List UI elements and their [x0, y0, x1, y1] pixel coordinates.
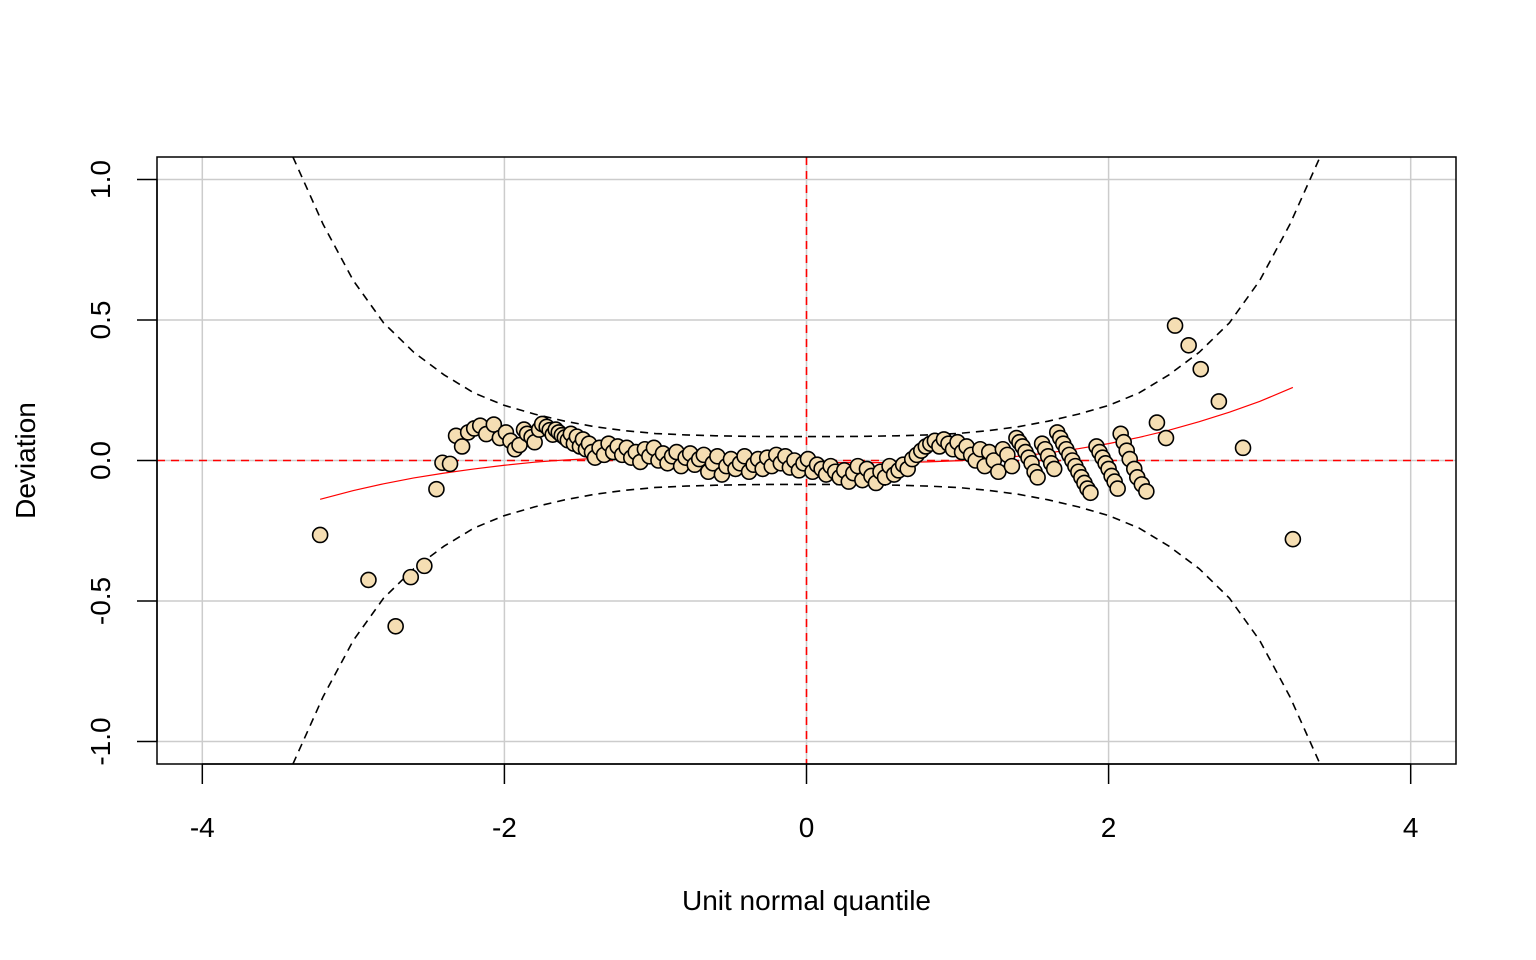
data-point	[360, 571, 377, 589]
data-point	[1157, 429, 1175, 447]
data-point	[1109, 480, 1126, 497]
y-tick-label: -1.0	[85, 717, 116, 765]
y-tick-label: 0.5	[85, 301, 116, 340]
data-point	[485, 416, 503, 433]
data-point	[1003, 457, 1021, 475]
x-tick-label: 2	[1101, 812, 1117, 843]
x-axis-title: Unit normal quantile	[682, 885, 931, 916]
data-point	[1180, 336, 1197, 354]
x-tick-label: 0	[799, 812, 815, 843]
data-point	[453, 438, 471, 455]
data-point	[1082, 484, 1099, 502]
data-point	[1284, 530, 1302, 548]
y-axis: -1.0 -0.5 0.0 0.5 1.0	[85, 160, 158, 766]
y-tick-label: -0.5	[85, 577, 116, 625]
data-point	[1234, 439, 1252, 457]
data-point	[311, 526, 329, 544]
data-point	[441, 455, 459, 473]
data-point	[1148, 414, 1166, 431]
y-axis-title: Deviation	[10, 402, 41, 519]
x-tick-label: -4	[190, 812, 215, 843]
data-point	[1045, 460, 1063, 478]
data-point	[990, 463, 1007, 481]
y-tick-label: 1.0	[85, 160, 116, 199]
data-point	[1210, 393, 1228, 410]
data-point	[1166, 317, 1184, 334]
y-tick-label: 0.0	[85, 441, 116, 480]
x-tick-label: -2	[492, 812, 517, 843]
data-point	[402, 568, 420, 586]
data-point	[1138, 483, 1155, 500]
data-point	[387, 618, 404, 635]
data-point	[428, 480, 445, 498]
data-point	[1029, 469, 1046, 486]
data-point	[416, 557, 433, 575]
x-axis: -4 -2 0 2 4	[190, 763, 1419, 843]
data-points	[311, 317, 1302, 635]
x-tick-label: 4	[1403, 812, 1419, 843]
data-point	[1192, 360, 1210, 378]
